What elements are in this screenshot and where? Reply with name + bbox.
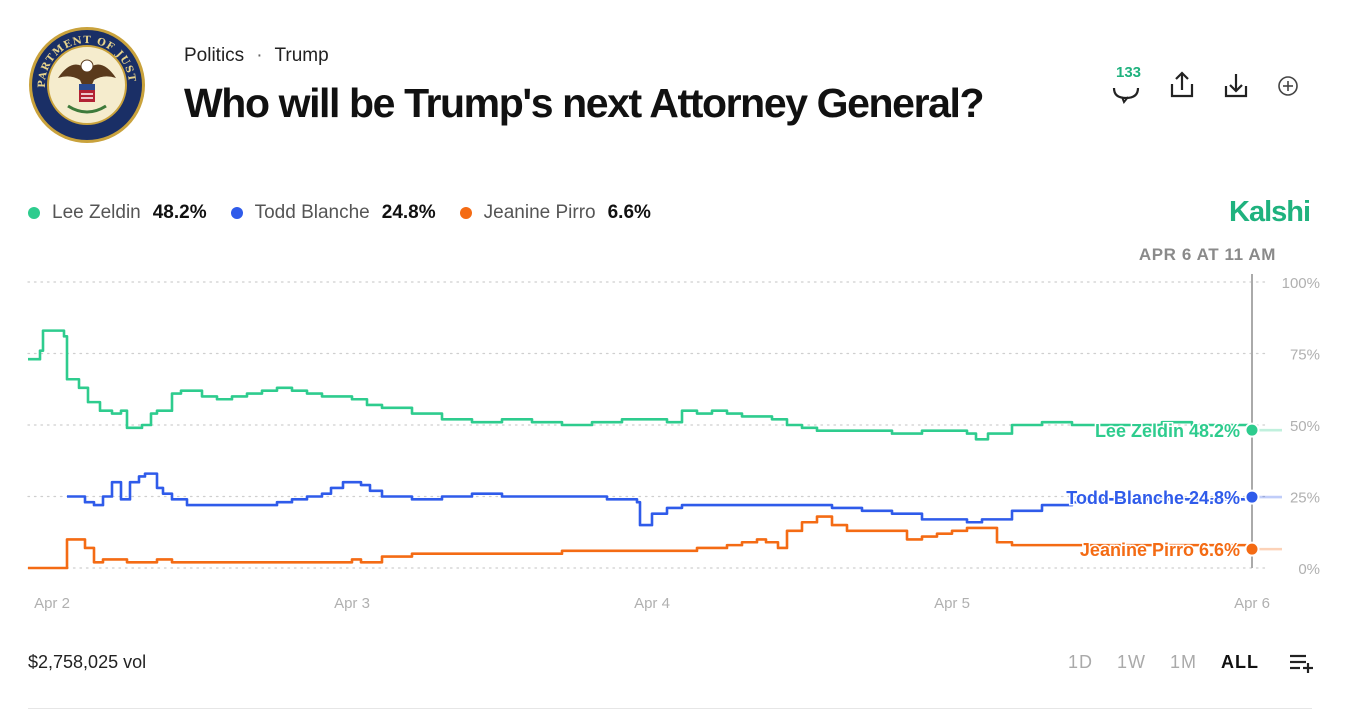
price-chart[interactable]: 0% 25% 50% 75% 100% Apr 2 Apr 3 Apr 4 Apr 5 Apr 6… [0, 236, 1358, 626]
download-icon [1224, 74, 1248, 98]
x-tick-label: Apr 4 [634, 595, 670, 612]
breadcrumb-topic[interactable]: Trump [274, 45, 329, 66]
series-end-label-jeanine-pirro: Jeanine Pirro 6.6% [1080, 540, 1240, 560]
page-title: Who will be Trump's next Attorney Genera… [184, 80, 985, 126]
y-tick-label: 50% [1290, 418, 1320, 435]
legend-value: 6.6% [607, 202, 651, 223]
legend-value: 48.2% [152, 202, 207, 223]
legend-value: 24.8% [381, 202, 436, 223]
volume-label: $2,758,025 vol [28, 652, 147, 672]
legend-item-jeanine-pirro[interactable]: Jeanine Pirro 6.6% [459, 202, 651, 224]
breadcrumb-separator: · [256, 45, 263, 66]
share-button[interactable] [1164, 66, 1200, 106]
comment-icon [1112, 87, 1140, 104]
x-tick-label: Apr 6 [1234, 595, 1270, 612]
x-tick-label: Apr 3 [334, 595, 370, 612]
y-tick-label: 25% [1290, 490, 1320, 507]
breadcrumb: Politics · Trump [184, 45, 329, 67]
range-selector: 1D 1W 1M ALL [1068, 652, 1283, 673]
comment-count: 133 [1116, 64, 1142, 81]
legend-name: Jeanine Pirro [483, 202, 596, 223]
series-end-dot-lee-zeldin[interactable] [1244, 422, 1260, 438]
share-icon [1170, 71, 1194, 98]
series-end-dot-todd-blanche[interactable] [1244, 489, 1260, 505]
x-tick-label: Apr 2 [34, 595, 70, 612]
series-line-todd-blanche[interactable] [67, 472, 1254, 527]
breadcrumb-category[interactable]: Politics [184, 45, 245, 66]
add-button[interactable] [1270, 66, 1306, 106]
comments-button[interactable]: 133 [1108, 64, 1144, 106]
download-button[interactable] [1218, 66, 1254, 106]
plus-circle-icon [1278, 76, 1298, 96]
series-end-label-todd-blanche: Todd Blanche 24.8% [1066, 488, 1240, 508]
kalshi-logo[interactable]: Kalshi [1229, 196, 1311, 228]
y-tick-label: 0% [1298, 561, 1320, 578]
series-line-jeanine-pirro[interactable] [28, 515, 1254, 570]
series-end-label-lee-zeldin: Lee Zeldin 48.2% [1095, 421, 1240, 441]
chart-legend: Lee Zeldin 48.2% Todd Blanche 24.8% Jean… [28, 202, 675, 224]
legend-dot [28, 207, 40, 219]
range-1w[interactable]: 1W [1117, 652, 1147, 672]
range-1m[interactable]: 1M [1170, 652, 1198, 672]
divider [28, 708, 1312, 709]
y-tick-label: 75% [1290, 347, 1320, 364]
list-add-icon[interactable] [1288, 652, 1314, 674]
legend-item-todd-blanche[interactable]: Todd Blanche 24.8% [230, 202, 436, 224]
x-tick-label: Apr 5 [934, 595, 970, 612]
series-end-dot-jeanine-pirro[interactable] [1244, 541, 1260, 557]
department-of-justice-seal: DEPARTMENT OF JUSTICE [28, 26, 145, 143]
cursor-label: APR 6 AT 11 AM [1139, 245, 1276, 264]
legend-name: Todd Blanche [254, 202, 370, 223]
legend-item-lee-zeldin[interactable]: Lee Zeldin 48.2% [28, 202, 207, 224]
legend-name: Lee Zeldin [52, 202, 141, 223]
range-all[interactable]: ALL [1221, 652, 1260, 672]
legend-dot [230, 207, 243, 219]
legend-dot [459, 207, 472, 219]
y-tick-label: 100% [1282, 275, 1320, 292]
range-1d[interactable]: 1D [1068, 652, 1094, 672]
series-line-lee-zeldin[interactable] [28, 329, 1254, 441]
